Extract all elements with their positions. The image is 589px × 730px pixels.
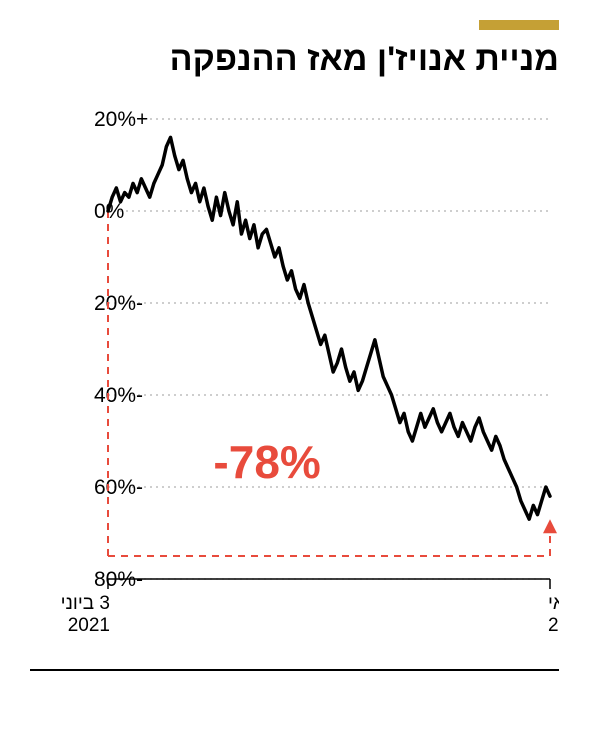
- svg-text:-60%: -60%: [94, 476, 143, 499]
- svg-text:2021: 2021: [68, 615, 110, 636]
- svg-text:-20%: -20%: [94, 292, 143, 315]
- stock-chart: +20%0%-20%-40%-60%-80%3 ביוני202121 במאי…: [30, 99, 559, 659]
- svg-text:+20%: +20%: [94, 108, 148, 131]
- svg-text:-40%: -40%: [94, 384, 143, 407]
- svg-text:3 ביוני: 3 ביוני: [61, 593, 110, 614]
- accent-bar: [479, 20, 559, 30]
- bottom-rule: [30, 669, 559, 671]
- svg-text:-78%: -78%: [213, 436, 320, 488]
- svg-text:21 במאי: 21 במאי: [548, 593, 559, 614]
- chart-title: מניית אנויז'ן מאז ההנפקה: [30, 40, 559, 79]
- svg-text:2023: 2023: [548, 615, 559, 636]
